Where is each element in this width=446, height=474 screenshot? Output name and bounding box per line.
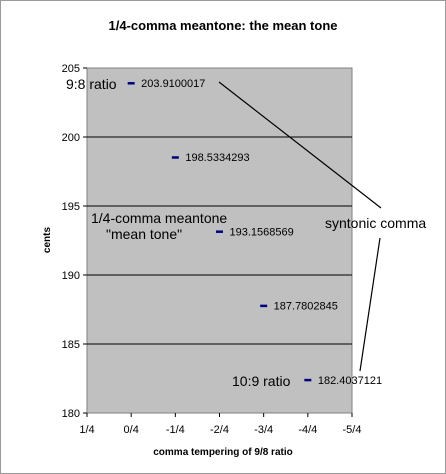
annotation-meantone-line2: "mean tone" <box>106 226 182 242</box>
data-label: 193.1568569 <box>230 226 294 238</box>
x-tick-label: -3/4 <box>254 424 273 436</box>
x-axis-title: comma tempering of 9/8 ratio <box>153 447 292 458</box>
y-axis-ticks: 180 185 190 195 200 205 <box>62 63 87 420</box>
data-label: 187.7802845 <box>274 301 338 313</box>
y-tick-label: 205 <box>62 63 80 75</box>
annotation-meantone-line1: 1/4-comma meantone <box>91 210 227 226</box>
annotation-syntonic-comma: syntonic comma <box>325 215 426 231</box>
data-point <box>260 304 268 308</box>
plot-area <box>86 67 353 414</box>
annotation-10-9-ratio: 10:9 ratio <box>232 373 291 389</box>
y-tick-label: 200 <box>62 132 80 144</box>
y-tick-label: 185 <box>62 339 80 351</box>
data-point <box>304 378 312 382</box>
y-tick-label: 180 <box>62 408 80 420</box>
data-points: 203.9100017 198.5334293 193.1568569 187.780… <box>127 78 382 387</box>
x-tick-label: -2/4 <box>210 424 229 436</box>
x-tick-label: -1/4 <box>166 424 185 436</box>
y-axis-title: cents <box>42 227 53 254</box>
y-tick-label: 190 <box>62 270 80 282</box>
chart-title: 1/4-comma meantone: the mean tone <box>109 18 338 33</box>
x-tick-label: 1/4 <box>79 424 94 436</box>
data-point <box>127 82 135 85</box>
annotation-9-8-ratio: 9:8 ratio <box>66 76 117 92</box>
y-tick-label: 195 <box>62 201 80 213</box>
data-point <box>216 230 223 233</box>
x-tick-label: 0/4 <box>124 424 139 436</box>
leader-line-to-10-9 <box>359 237 381 372</box>
data-label: 198.5334293 <box>185 152 249 164</box>
data-label: 203.9100017 <box>141 78 205 90</box>
data-point <box>171 156 179 159</box>
gridlines <box>87 136 352 345</box>
data-label: 182.4037121 <box>318 375 382 387</box>
x-axis-ticks: 1/4 0/4 -1/4 -2/4 -3/4 -4/4 -5/4 <box>79 413 361 436</box>
x-tick-label: -5/4 <box>343 424 362 436</box>
x-tick-label: -4/4 <box>298 424 317 436</box>
leader-line-to-9-8 <box>218 81 382 209</box>
